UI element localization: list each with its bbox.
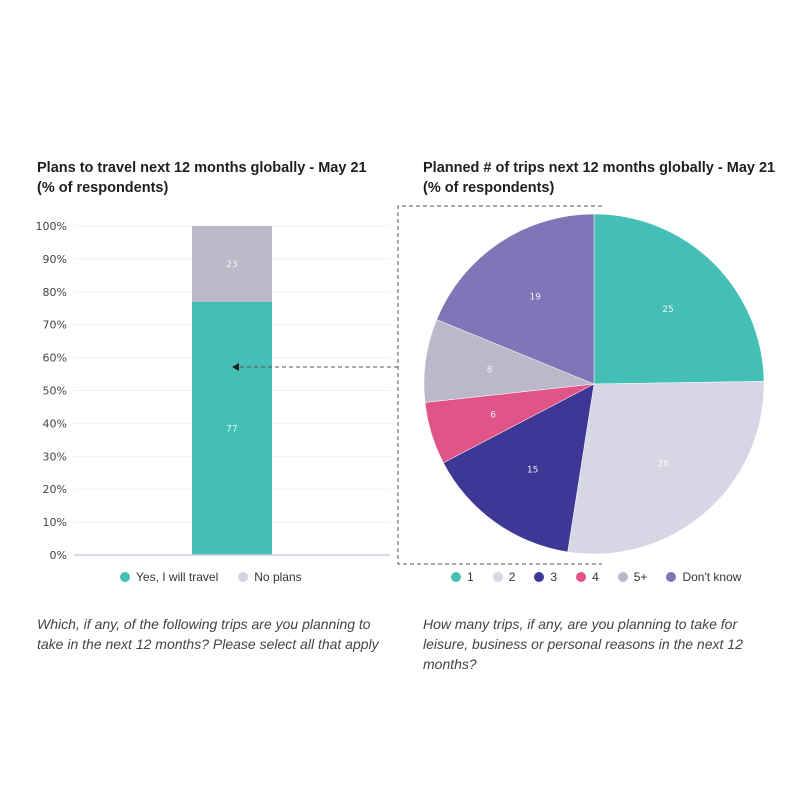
pie-data-label: 6	[490, 411, 496, 421]
legend-swatch-icon	[451, 572, 461, 582]
y-tick-label: 20%	[43, 483, 67, 496]
y-tick-label: 50%	[43, 385, 67, 398]
callout-connector	[238, 205, 602, 565]
pie-slice	[593, 213, 765, 385]
bar-data-label: 23	[226, 260, 237, 270]
left-chart-title-line1: Plans to travel next 12 months globally …	[37, 160, 367, 176]
pie-slice	[436, 213, 595, 385]
legend-swatch-icon	[617, 572, 628, 582]
legend-swatch-icon	[666, 572, 677, 582]
right-chart-title-line2: (% of respondents)	[423, 180, 555, 196]
legend-item: 5+	[617, 570, 648, 584]
right-chart-title: Planned # of trips next 12 months global…	[423, 158, 793, 198]
legend-swatch-icon	[534, 572, 545, 582]
callout-arrowhead-icon	[232, 363, 239, 371]
y-tick-label: 100%	[36, 220, 67, 233]
pie-chart-legend: 1 2 3 4 5+ Don't know	[451, 570, 760, 584]
y-tick-label: 0%	[50, 549, 67, 562]
right-chart-title-line1: Planned # of trips next 12 months global…	[423, 160, 776, 176]
callout-box-dashed	[397, 205, 602, 565]
legend-item: No plans	[238, 570, 302, 584]
pie-data-label: 8	[487, 365, 493, 375]
y-tick-label: 40%	[43, 417, 67, 430]
legend-label: 2	[508, 570, 516, 584]
legend-item: 2	[492, 570, 516, 584]
left-survey-question: Which, if any, of the following trips ar…	[37, 616, 379, 652]
legend-item: Don't know	[666, 570, 741, 584]
legend-item: Yes, I will travel	[120, 570, 218, 584]
legend-label: Yes, I will travel	[136, 570, 219, 584]
pie-data-label: 15	[527, 466, 538, 476]
pie-data-label: 25	[662, 305, 673, 315]
legend-label: 3	[550, 570, 558, 584]
legend-item: 4	[576, 570, 599, 584]
bar-segment	[192, 226, 272, 302]
legend-item: 1	[451, 570, 474, 584]
legend-label: 5+	[633, 570, 648, 584]
bar-data-label: 77	[226, 424, 237, 434]
y-tick-label: 90%	[43, 253, 67, 266]
legend-item: 3	[534, 570, 557, 584]
y-tick-label: 30%	[43, 450, 67, 463]
legend-label: 1	[467, 570, 474, 584]
y-axis-tick-labels: 0% 10% 20% 30% 40% 50% 60% 70% 80% 90% 100%	[36, 220, 67, 562]
pie-slices: 25 28 15 6 8 19	[423, 213, 765, 555]
right-survey-question: How many trips, if any, are you planning…	[423, 616, 743, 672]
legend-label: Don't know	[682, 570, 742, 584]
legend-swatch-icon	[238, 572, 249, 582]
legend-label: No plans	[254, 570, 302, 584]
left-chart-title: Plans to travel next 12 months globally …	[37, 158, 407, 198]
left-chart-title-line2: (% of respondents)	[37, 180, 169, 196]
legend-swatch-icon	[120, 572, 130, 582]
y-tick-label: 80%	[43, 286, 67, 299]
bar-chart-legend: Yes, I will travel No plans	[120, 570, 302, 584]
pie-slice	[567, 381, 765, 555]
pie-slice	[443, 383, 595, 553]
pie-data-label: 19	[530, 292, 542, 302]
y-tick-label: 70%	[43, 319, 67, 332]
legend-swatch-icon	[492, 572, 503, 582]
pie-data-label: 28	[657, 460, 669, 470]
legend-swatch-icon	[576, 572, 587, 582]
y-tick-label: 10%	[43, 516, 67, 529]
y-tick-label: 60%	[43, 352, 67, 365]
bar-segments: 77 23	[192, 226, 272, 555]
legend-label: 4	[592, 570, 599, 584]
bar-segment	[192, 301, 272, 555]
